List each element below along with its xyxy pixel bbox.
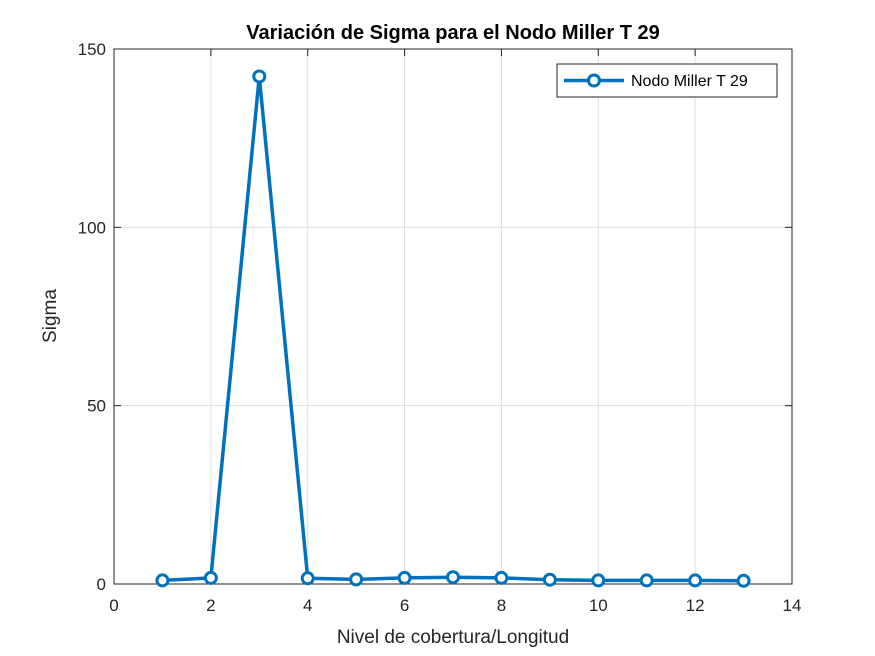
- x-tick-label: 12: [686, 596, 705, 615]
- data-point: [300, 571, 315, 586]
- y-axis-label: Sigma: [40, 289, 61, 343]
- x-tick-label: 6: [400, 596, 409, 615]
- data-point: [155, 573, 170, 588]
- data-point: [542, 572, 557, 587]
- x-tick-label: 2: [206, 596, 215, 615]
- grid: [114, 49, 792, 584]
- plot-area-frame: [113, 48, 793, 585]
- x-tick-label: 10: [589, 596, 608, 615]
- legend-marker-swatch: [587, 73, 601, 88]
- data-point: [688, 573, 703, 588]
- data-point: [252, 69, 267, 84]
- x-tick-label: 4: [303, 596, 312, 615]
- x-axis-label: Nivel de cobertura/Longitud: [337, 627, 569, 648]
- legend-entry-label: Nodo Miller T 29: [631, 73, 748, 90]
- legend: Nodo Miller T 29: [556, 63, 778, 98]
- y-tick-label: 50: [87, 397, 106, 416]
- series-line: [162, 76, 744, 583]
- data-point: [591, 573, 606, 588]
- x-tick-label: 0: [109, 596, 118, 615]
- data-point: [639, 573, 654, 588]
- data-point: [397, 570, 412, 585]
- series-layer: [155, 69, 751, 588]
- y-tick-label: 150: [78, 40, 106, 59]
- chart-title: Variación de Sigma para el Nodo Miller T…: [246, 22, 659, 44]
- y-tick-label: 100: [78, 218, 106, 237]
- x-tick-label: 8: [497, 596, 506, 615]
- data-point: [349, 572, 364, 587]
- axis-ticks: 0 2 4 6 8 10 12 14 0 50 100 150: [78, 40, 802, 615]
- x-tick-label: 14: [783, 596, 802, 615]
- y-tick-label: 0: [97, 575, 106, 594]
- data-point: [736, 573, 751, 588]
- data-point: [494, 570, 509, 585]
- data-point: [203, 570, 218, 585]
- data-point: [446, 570, 460, 585]
